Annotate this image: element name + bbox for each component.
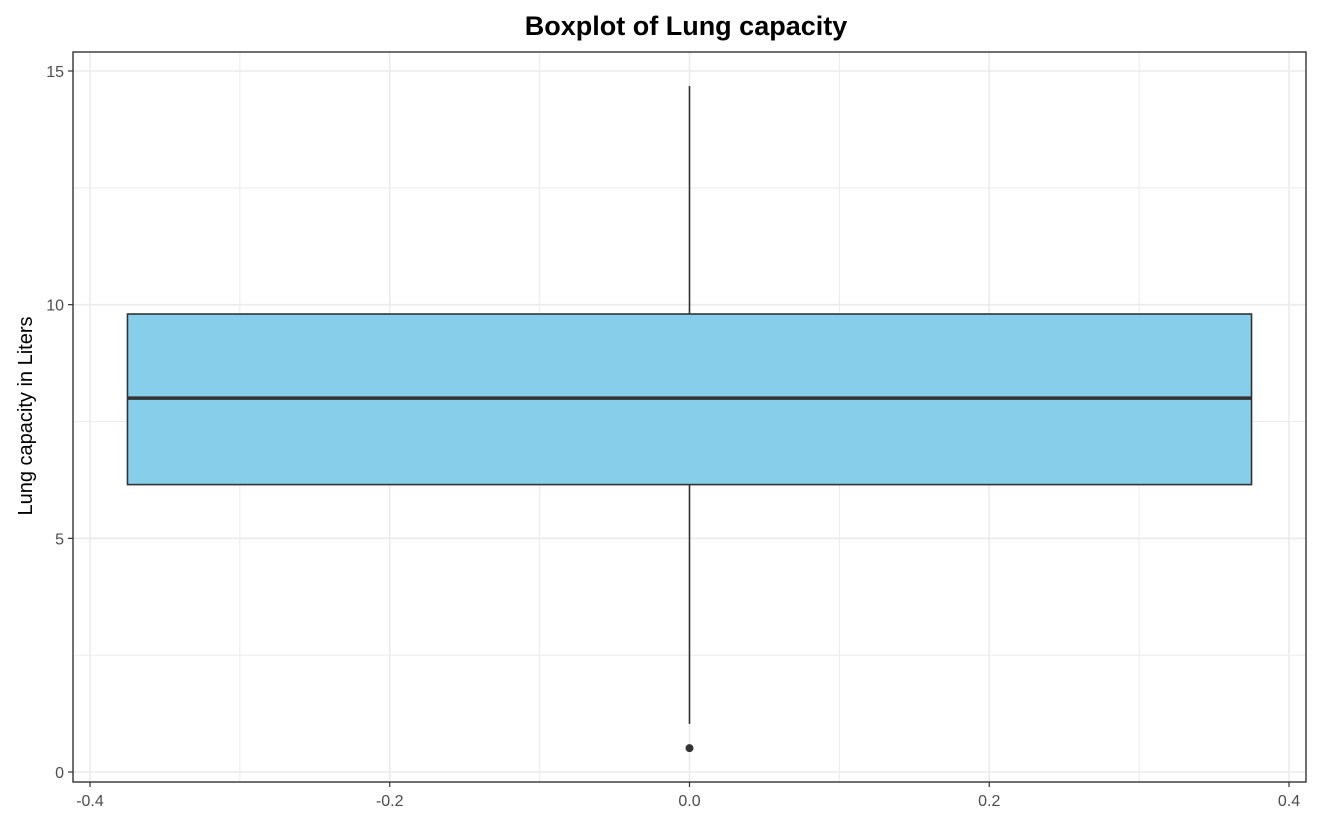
x-axis: -0.4 -0.2 0.0 0.2 0.4 [76,782,1300,810]
x-tick-label: -0.2 [376,793,404,810]
y-axis: 0 5 10 15 [46,64,73,782]
y-tick-label: 5 [55,531,64,548]
x-tick-label: 0.0 [678,793,700,810]
x-tick-label: 0.4 [1278,793,1300,810]
box-layer [126,85,1253,753]
y-tick-label: 0 [55,765,64,782]
y-axis-title: Lung capacity in Liters [15,316,37,515]
x-tick-label: -0.4 [76,793,104,810]
x-tick-label: 0.2 [978,793,1000,810]
y-tick-label: 10 [46,298,64,315]
chart-title: Boxplot of Lung capacity [525,11,848,41]
outlier-point [685,744,694,753]
y-tick-label: 15 [46,64,64,81]
